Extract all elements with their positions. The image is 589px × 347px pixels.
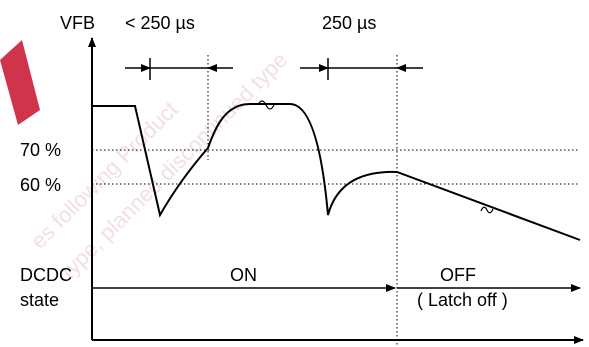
- state-row-label-line1: DCDC: [20, 265, 72, 285]
- timing-label-right: 250 µs: [322, 13, 376, 33]
- y-axis-label: VFB: [60, 13, 95, 33]
- state-row-label-line2: state: [20, 290, 59, 310]
- watermark: es following Product type, planned disco…: [0, 40, 292, 284]
- timing-dimension-left: [125, 58, 233, 80]
- break-mark-decay: [480, 206, 494, 214]
- state-off-sublabel: ( Latch off ): [417, 290, 508, 310]
- vfb-waveform: [92, 103, 581, 241]
- y-tick-70: 70 %: [20, 140, 61, 160]
- state-off-label: OFF: [440, 265, 476, 285]
- break-mark-top: [257, 100, 275, 110]
- timing-label-left: < 250 µs: [125, 13, 195, 33]
- y-tick-60: 60 %: [20, 175, 61, 195]
- brand-logo-mark: [0, 40, 40, 125]
- state-on-label: ON: [230, 265, 257, 285]
- timing-dimension-right: [300, 58, 423, 80]
